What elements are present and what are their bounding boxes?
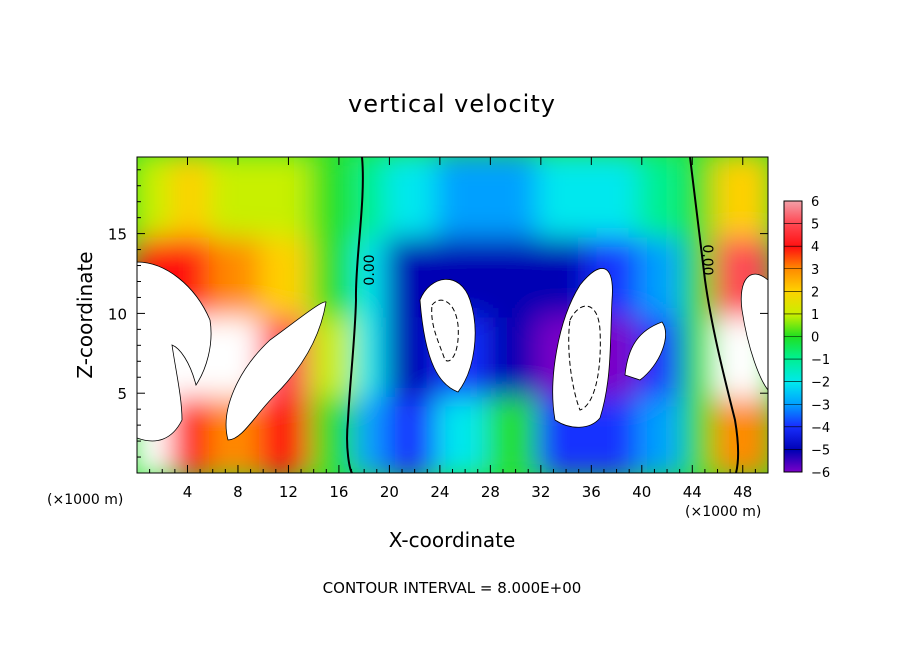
colorbar-tick-label: 6 bbox=[811, 195, 819, 210]
y-tick-label: 5 bbox=[117, 385, 127, 403]
field-cell bbox=[486, 389, 545, 473]
field-cell bbox=[486, 157, 545, 238]
field-cell bbox=[637, 157, 690, 238]
contour-label-left: 0.00 bbox=[362, 254, 378, 285]
contour-interval-footer: CONTOUR INTERVAL = 8.000E+00 bbox=[323, 579, 582, 597]
colorbar-tick-label: 1 bbox=[811, 308, 819, 323]
x-tick-label: 48 bbox=[733, 483, 752, 501]
y-tick-label: 10 bbox=[108, 305, 127, 323]
y-axis-label: Z-coordinate bbox=[73, 251, 97, 378]
downdraft-core-1 bbox=[419, 278, 476, 393]
updraft-core-left bbox=[137, 261, 212, 442]
downdraft-core-3 bbox=[624, 321, 666, 381]
dashed-contour-1 bbox=[431, 299, 459, 362]
contour-features: 0.00 0.00 bbox=[137, 157, 768, 473]
field-cell bbox=[637, 229, 690, 318]
x-tick-label: 32 bbox=[531, 483, 550, 501]
updraft-core-right bbox=[740, 273, 768, 391]
x-tick-label: 44 bbox=[683, 483, 702, 501]
x-tick-label: 28 bbox=[481, 483, 500, 501]
x-tick-label: 16 bbox=[329, 483, 348, 501]
colorbar-tick-label: −3 bbox=[811, 398, 830, 413]
field-cell bbox=[587, 157, 646, 238]
x-tick-label: 40 bbox=[632, 483, 651, 501]
field-cell bbox=[309, 389, 362, 473]
field-cell bbox=[486, 309, 545, 398]
field-cell bbox=[208, 229, 268, 318]
field-cell bbox=[637, 389, 690, 473]
field-cell bbox=[713, 389, 768, 473]
colorbar-tick-label: −2 bbox=[811, 376, 830, 391]
y-axis: 5 10 15 bbox=[108, 169, 768, 458]
colorbar-tick-label: 5 bbox=[811, 218, 819, 233]
chart-title: vertical velocity bbox=[348, 90, 556, 118]
colorbar: 6 5 4 3 2 1 0 −1 −2 −3 −4 −5 −6 bbox=[783, 195, 830, 481]
x-tick-label: 12 bbox=[279, 483, 298, 501]
x-tick-label: 24 bbox=[430, 483, 449, 501]
x-axis-label: X-coordinate bbox=[389, 528, 516, 552]
updraft-core-mid bbox=[225, 301, 327, 441]
colorbar-ticks: 6 5 4 3 2 1 0 −1 −2 −3 −4 −5 −6 bbox=[784, 195, 830, 481]
field-cell bbox=[259, 389, 318, 473]
y-tick-label: 15 bbox=[108, 226, 127, 244]
zero-contour-right bbox=[689, 157, 740, 473]
x-units-right: (×1000 m) bbox=[685, 504, 761, 520]
field-cell bbox=[486, 229, 545, 318]
colorbar-tick-label: −5 bbox=[811, 443, 830, 458]
x-units-left: (×1000 m) bbox=[47, 492, 123, 508]
field-cell bbox=[309, 157, 362, 238]
downdraft-core-2 bbox=[552, 268, 613, 428]
colorbar-tick-label: 4 bbox=[811, 240, 819, 255]
field-cell bbox=[435, 389, 495, 473]
field-cell bbox=[208, 157, 268, 238]
x-tick-label: 36 bbox=[582, 483, 601, 501]
colorbar-tick-label: −6 bbox=[811, 466, 830, 481]
field-cell bbox=[259, 229, 318, 318]
field-cell bbox=[385, 157, 444, 238]
colorbar-tick-label: −1 bbox=[811, 353, 830, 368]
field-cell bbox=[713, 157, 768, 238]
x-tick-label: 4 bbox=[183, 483, 193, 501]
field-cell bbox=[536, 157, 596, 238]
x-tick-label: 20 bbox=[380, 483, 399, 501]
colorbar-tick-label: 3 bbox=[811, 263, 819, 278]
colorbar-tick-label: 0 bbox=[811, 331, 819, 346]
zero-contour-left bbox=[346, 157, 364, 473]
colorbar-tick-label: 2 bbox=[811, 285, 819, 300]
field-cell bbox=[309, 229, 362, 318]
x-axis: 4 8 12 16 20 24 28 32 36 40 44 48 bbox=[149, 157, 756, 501]
x-tick-label: 8 bbox=[233, 483, 243, 501]
field-cell bbox=[385, 389, 444, 473]
velocity-field: 0.00 0.00 bbox=[137, 157, 768, 473]
field-cell bbox=[435, 157, 495, 238]
colorbar-tick-label: −4 bbox=[811, 421, 830, 436]
field-cell bbox=[259, 157, 318, 238]
contour-label-right: 0.00 bbox=[699, 244, 715, 275]
dashed-contour-2 bbox=[568, 305, 601, 411]
